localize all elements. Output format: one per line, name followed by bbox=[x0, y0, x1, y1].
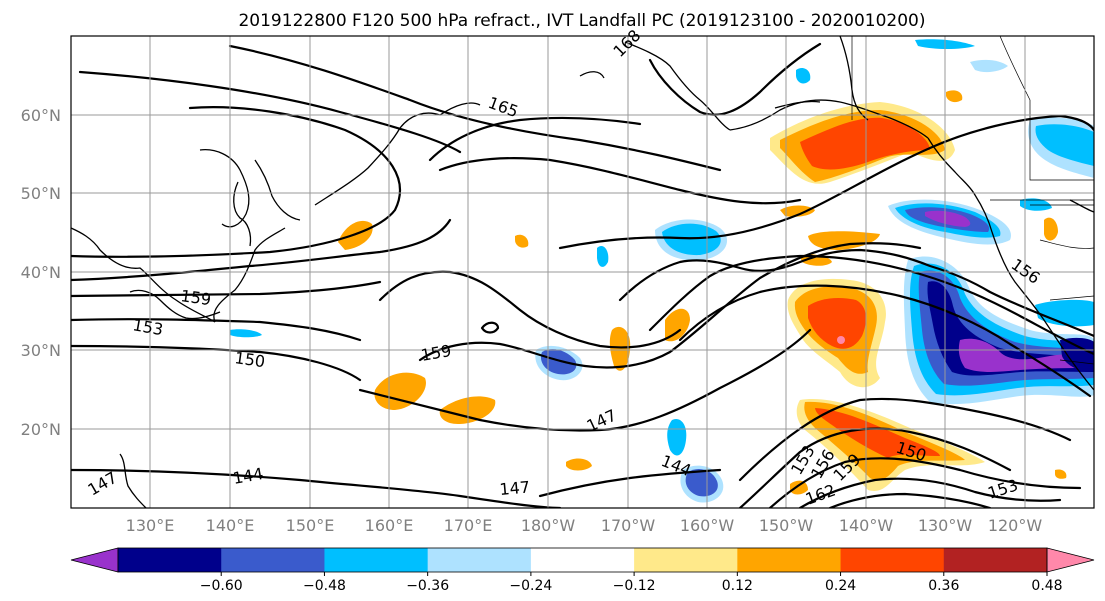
colorbar-tick-label: −0.48 bbox=[303, 578, 346, 594]
figure-title: 2019122800 F120 500 hPa refract., IVT La… bbox=[238, 11, 925, 31]
colorbar-segment bbox=[427, 548, 532, 572]
lon-label: 140°E bbox=[206, 516, 255, 535]
lon-label: 180°W bbox=[521, 516, 576, 535]
colorbar-tick-label: −0.60 bbox=[200, 578, 243, 594]
colorbar-extend-low bbox=[70, 547, 119, 573]
colorbar-tick-label: 0.12 bbox=[722, 578, 753, 594]
lat-label: 20°N bbox=[21, 420, 61, 439]
colorbar-tick-label: 0.24 bbox=[825, 578, 856, 594]
colorbar-segment bbox=[118, 548, 222, 572]
lon-label: 150°E bbox=[286, 516, 335, 535]
lon-label: 130°W bbox=[918, 516, 973, 535]
colorbar-segment bbox=[221, 548, 325, 572]
contour-label: 147 bbox=[499, 477, 531, 499]
lat-labels: 60°N 50°N 40°N 30°N 20°N bbox=[21, 106, 61, 439]
lon-label: 170°E bbox=[444, 516, 493, 535]
lon-label: 140°W bbox=[839, 516, 894, 535]
colorbar-segment bbox=[737, 548, 842, 572]
contour-labels: 168 165 159 153 150 159 147 144 147 144 … bbox=[85, 26, 1044, 509]
colorbar-extend-high bbox=[1046, 547, 1095, 573]
lat-label: 60°N bbox=[21, 106, 61, 125]
lon-label: 170°W bbox=[601, 516, 656, 535]
lat-label: 30°N bbox=[21, 341, 61, 360]
lon-label: 120°W bbox=[988, 516, 1043, 535]
contour-label: 159 bbox=[179, 286, 212, 309]
colorbar-segment bbox=[530, 548, 635, 572]
shading-layer bbox=[230, 39, 1094, 503]
colorbar-tick-label: −0.12 bbox=[613, 578, 656, 594]
colorbar-ticks: −0.60 −0.48 −0.36 −0.24 −0.12 0.12 0.24 0.36 0.4… bbox=[200, 572, 1063, 594]
colorbar-tick-label: −0.24 bbox=[509, 578, 552, 594]
colorbar-segment bbox=[324, 548, 429, 572]
lon-label: 160°E bbox=[365, 516, 414, 535]
lon-labels: 130°E 140°E 150°E 160°E 170°E 180°W 170°… bbox=[126, 516, 1043, 535]
colorbar-tick-label: −0.36 bbox=[406, 578, 449, 594]
map-panel: 168 165 159 153 150 159 147 144 147 144 … bbox=[70, 26, 1095, 509]
colorbar: −0.60 −0.48 −0.36 −0.24 −0.12 0.12 0.24 0.36 0.4… bbox=[70, 547, 1095, 594]
lon-label: 130°E bbox=[126, 516, 175, 535]
map-frame bbox=[70, 35, 1095, 509]
colorbar-outline bbox=[117, 547, 1048, 573]
colorbar-segment bbox=[840, 548, 945, 572]
gridlines bbox=[71, 36, 1094, 508]
colorbar-segment bbox=[943, 548, 1048, 572]
colorbar-tick-label: 0.48 bbox=[1031, 578, 1062, 594]
lat-label: 50°N bbox=[21, 184, 61, 203]
lat-label: 40°N bbox=[21, 263, 61, 282]
colorbar-segments bbox=[70, 547, 1095, 573]
colorbar-segment bbox=[634, 548, 738, 572]
colorbar-tick-label: 0.36 bbox=[928, 578, 959, 594]
contour-label: 150 bbox=[233, 348, 266, 371]
lon-label: 150°W bbox=[759, 516, 814, 535]
lon-label: 160°W bbox=[680, 516, 735, 535]
